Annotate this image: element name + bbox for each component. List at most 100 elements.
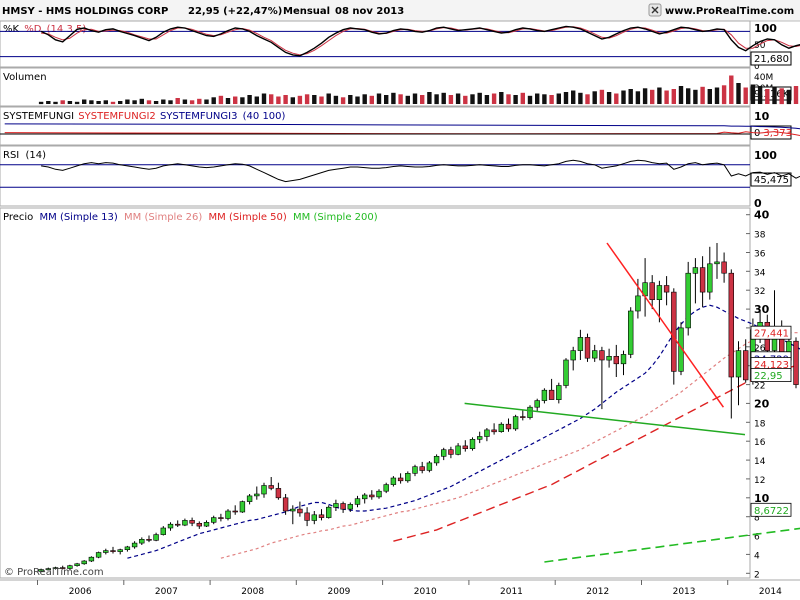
systemfungi-title-3: SYSTEMFUNGI3 <box>160 111 237 122</box>
volume-bar <box>340 97 346 105</box>
price-axis-tick: 26 <box>754 344 766 354</box>
symbol-name: HMSY - HMS HOLDINGS CORP <box>2 6 168 17</box>
rsi-title: RSI (14) <box>3 150 46 161</box>
volume-bar <box>614 93 619 104</box>
candle-body <box>318 514 325 518</box>
volume-bar <box>312 95 317 104</box>
volume-bar <box>520 92 525 105</box>
price-label-text: 27,441 <box>754 329 789 340</box>
volume-bar <box>650 89 655 105</box>
close-panel-button[interactable] <box>648 3 662 17</box>
volume-bar <box>304 94 310 105</box>
price-title: Precio MM (Simple 13) MM (Simple 26) MM … <box>3 212 378 223</box>
candle-body <box>455 445 461 455</box>
volume-bar <box>671 89 676 104</box>
stoch-k-line <box>40 25 800 57</box>
candle-body <box>261 485 267 495</box>
time-axis-label: 2011 <box>500 587 523 597</box>
stoch-axis-50: 50 <box>754 41 766 51</box>
trendline-layer <box>464 242 746 436</box>
price-panel-frame <box>0 207 751 579</box>
quote-value: 22,95 (+22,47%) <box>188 6 282 17</box>
rsi-params: (14) <box>25 150 46 161</box>
time-axis-label: 2013 <box>673 587 696 597</box>
stoch-value-box <box>750 51 792 66</box>
price-axis-tick: 36 <box>754 250 766 260</box>
time-axis-label: 2007 <box>155 587 178 597</box>
volume-bar <box>448 95 454 104</box>
candle-body <box>196 522 202 527</box>
candle-body <box>419 466 425 471</box>
systemfungi2-line <box>4 131 800 137</box>
rsi-value: 45,475 <box>754 175 789 186</box>
volume-bar <box>319 96 324 104</box>
stoch-k-title: %K <box>3 24 20 35</box>
volume-bar <box>542 94 547 105</box>
volume-bar <box>499 92 504 104</box>
volume-bar <box>369 95 374 105</box>
price-title-text: Precio <box>3 212 33 223</box>
volume-bar <box>621 90 626 104</box>
volume-bar <box>53 101 58 105</box>
candle-body <box>692 267 699 274</box>
candle-body <box>124 546 131 551</box>
stoch-params: (14 3 5) <box>47 24 87 35</box>
volume-bar <box>427 92 432 104</box>
volume-bar <box>348 95 353 104</box>
candle-body <box>268 485 274 489</box>
volume-bar <box>247 95 252 104</box>
candle-body <box>599 350 605 361</box>
candle-body <box>131 542 138 548</box>
volume-bar <box>714 87 720 104</box>
candle-body <box>333 503 339 508</box>
candle-body <box>275 488 282 499</box>
price-label-text: 22,95 <box>754 371 783 382</box>
candle-body <box>347 504 353 510</box>
candle-body <box>577 337 584 351</box>
volume-bar <box>240 97 245 105</box>
volume-bar <box>729 75 734 104</box>
candle-body <box>45 568 52 570</box>
volume-bar <box>74 101 80 105</box>
time-axis-label: 2014 <box>759 587 782 597</box>
price-label-text: 24,123 <box>754 360 789 371</box>
volume-panel-frame <box>0 67 751 107</box>
volume-bar <box>707 89 712 104</box>
rsi-axis-100: 100 <box>754 149 777 162</box>
systemfungi-value: 0 3,373 <box>754 128 792 139</box>
volume-bar <box>793 86 799 104</box>
price-axis-tick: 18 <box>754 419 766 429</box>
volume-bar <box>578 92 583 105</box>
stoch-value: 21,680 <box>754 54 789 65</box>
candle-body <box>203 521 210 527</box>
candle-body <box>620 354 627 365</box>
candle-body <box>211 517 217 523</box>
candle-body <box>325 506 332 518</box>
candle-body <box>304 512 310 521</box>
volume-bar <box>664 90 669 104</box>
time-axis-label: 2009 <box>328 587 351 597</box>
stoch-layer <box>0 25 800 58</box>
volume-bar <box>333 95 339 105</box>
candle-body <box>534 400 540 408</box>
candle-body <box>462 445 468 449</box>
candle-body <box>246 495 253 502</box>
candle-body <box>232 510 238 513</box>
candle-body <box>584 337 591 359</box>
candle-body <box>354 498 361 505</box>
volume-bar <box>175 98 180 104</box>
candle-body <box>311 514 317 521</box>
candle-body <box>340 503 346 510</box>
volume-bar <box>412 93 418 104</box>
price-axis-tick: 4 <box>754 551 760 561</box>
candle-body <box>405 472 411 482</box>
volume-bar <box>110 101 116 105</box>
price-axis-tick: 8 <box>754 514 760 524</box>
price-axis-tick: 12 <box>754 476 765 486</box>
candle-body <box>139 538 145 544</box>
volume-bar <box>132 100 137 105</box>
candle-body <box>175 523 181 526</box>
candle-body <box>290 508 296 512</box>
candle-body <box>153 534 159 541</box>
header-bar <box>0 0 800 21</box>
